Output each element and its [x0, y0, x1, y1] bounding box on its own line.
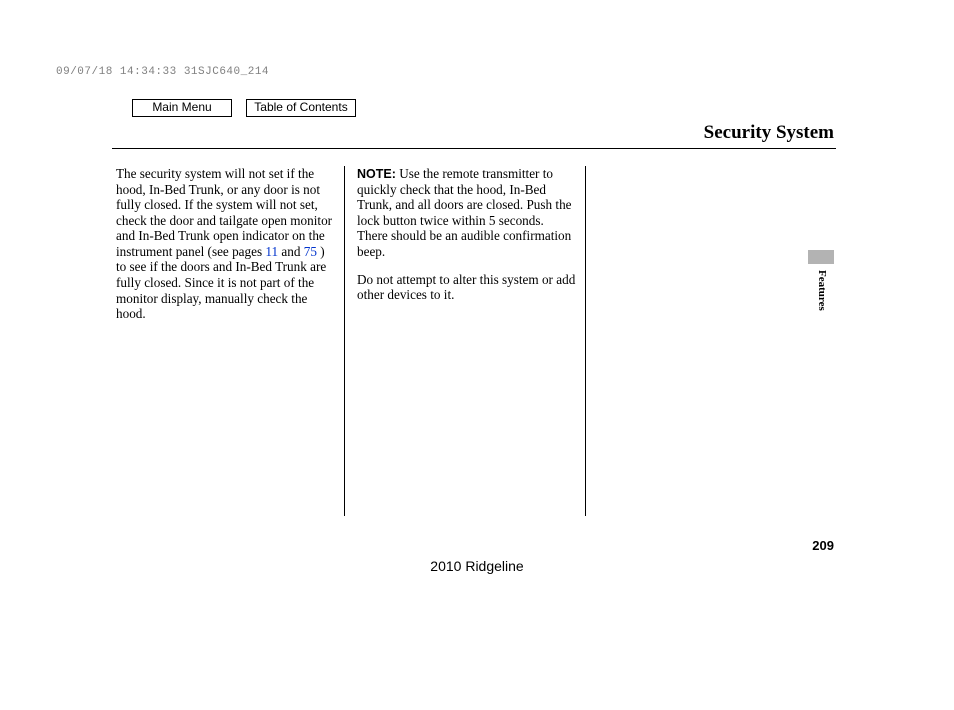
column-1: The security system will not set if the … [112, 166, 344, 516]
body-columns: The security system will not set if the … [112, 166, 836, 516]
page-link-75[interactable]: 75 [304, 244, 317, 259]
column-2: NOTE: Use the remote transmitter to quic… [345, 166, 585, 516]
col2-para2: Do not attempt to alter this system or a… [357, 272, 577, 303]
section-tab-marker [808, 250, 834, 264]
section-tab-label: Features [816, 270, 828, 311]
col1-paragraph: The security system will not set if the … [116, 166, 336, 322]
col2-note: NOTE: Use the remote transmitter to quic… [357, 166, 577, 260]
main-menu-button[interactable]: Main Menu [132, 99, 232, 117]
table-of-contents-button[interactable]: Table of Contents [246, 99, 356, 117]
nav-button-row: Main Menu Table of Contents [132, 99, 356, 117]
note-label: NOTE: [357, 167, 396, 181]
page-title: Security System [704, 122, 834, 144]
footer-model: 2010 Ridgeline [0, 558, 954, 574]
page-link-11[interactable]: 11 [265, 244, 278, 259]
column-3 [586, 166, 806, 516]
title-rule [112, 148, 836, 149]
col1-between: and [278, 244, 304, 259]
header-timestamp-code: 09/07/18 14:34:33 31SJC640_214 [56, 66, 269, 78]
page-number: 209 [812, 538, 834, 553]
